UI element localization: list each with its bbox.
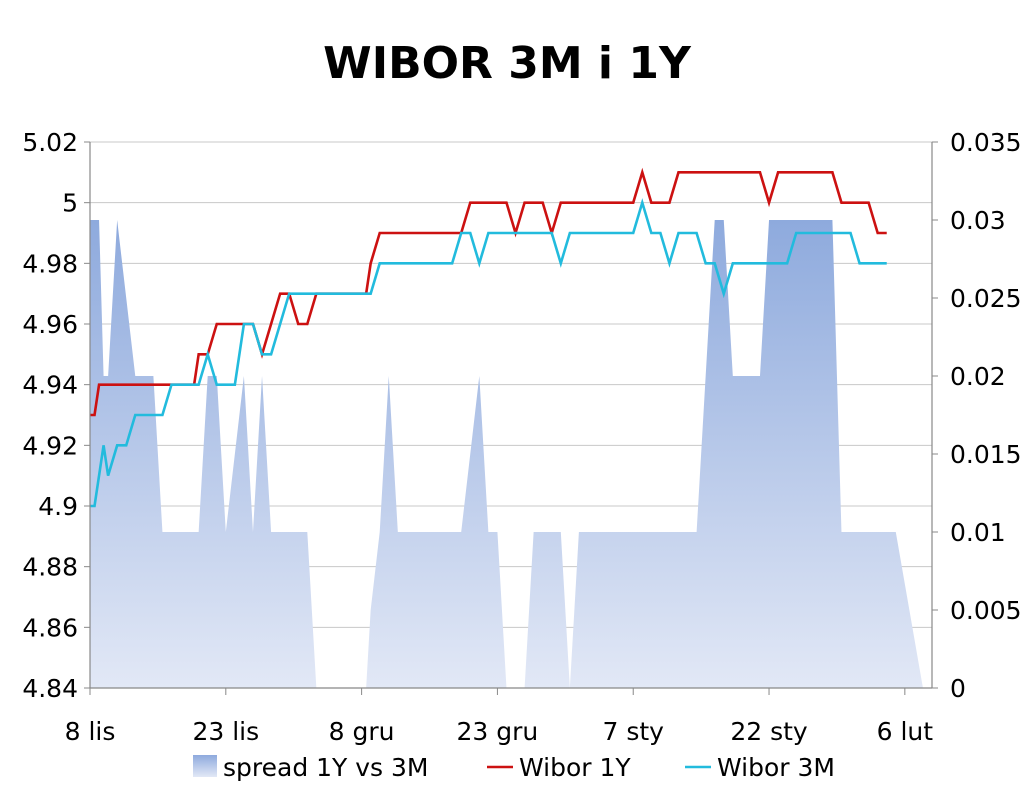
series-area-spread — [90, 220, 923, 688]
y-right-tick-label: 0.03 — [950, 206, 1006, 235]
legend-label: Wibor 1Y — [519, 753, 631, 782]
y-right-tick-label: 0.035 — [950, 128, 1022, 157]
x-tick-label: 23 lis — [192, 717, 259, 746]
x-tick-label: 8 lis — [65, 717, 116, 746]
y-right-tick-label: 0.005 — [950, 596, 1022, 625]
y-left-tick-label: 5 — [62, 189, 78, 218]
y-right-tick-label: 0.015 — [950, 440, 1022, 469]
y-left-tick-label: 4.94 — [22, 371, 78, 400]
series-line-wibor-3m — [90, 198, 887, 508]
y-right-tick-label: 0.02 — [950, 362, 1006, 391]
y-left-tick-label: 4.86 — [22, 613, 78, 642]
y-left-tick-label: 4.9 — [38, 492, 78, 521]
y-left-tick-label: 4.98 — [22, 249, 78, 278]
x-tick-label: 6 lut — [877, 717, 934, 746]
series-line-wibor-1y — [90, 167, 887, 417]
y-right-tick-label: 0 — [950, 674, 966, 703]
y-left-tick-label: 4.96 — [22, 310, 78, 339]
legend-label: spread 1Y vs 3M — [223, 753, 429, 782]
x-tick-label: 7 sty — [602, 717, 664, 746]
y-right-tick-label: 0.01 — [950, 518, 1006, 547]
x-tick-label: 8 gru — [329, 717, 395, 746]
y-right-tick-label: 0.025 — [950, 284, 1022, 313]
x-tick-label: 23 gru — [457, 717, 539, 746]
legend-swatch-area — [193, 755, 217, 777]
legend-label: Wibor 3M — [717, 753, 835, 782]
y-left-tick-label: 5.02 — [22, 128, 78, 157]
chart-title: WIBOR 3M i 1Y — [323, 38, 692, 89]
y-left-tick-label: 4.88 — [22, 553, 78, 582]
y-left-tick-label: 4.84 — [22, 674, 78, 703]
y-left-tick-label: 4.92 — [22, 431, 78, 460]
x-tick-label: 22 sty — [730, 717, 808, 746]
